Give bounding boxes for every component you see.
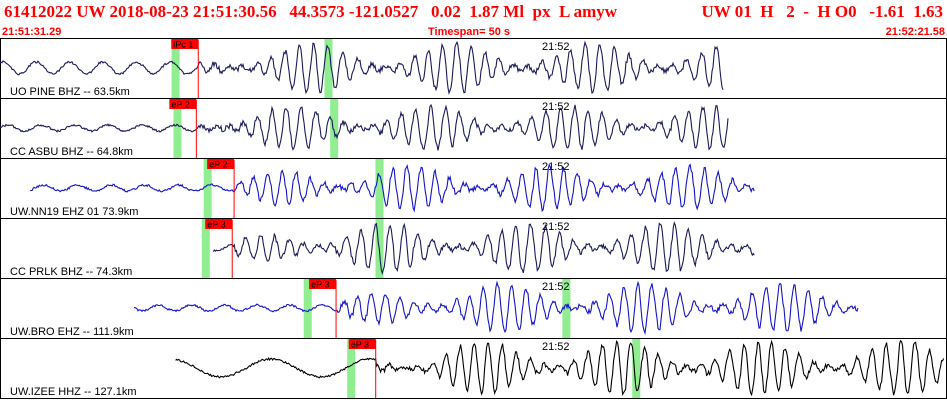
pick-label: eP 3 <box>207 220 225 230</box>
trace-panel[interactable]: eP 3 21:52 UW.BRO EHZ -- 111.9km <box>0 278 947 339</box>
waveform-line <box>30 163 755 213</box>
minute-tick-label: 21:52 <box>542 221 570 233</box>
trace-panel[interactable]: eP 3 21:52 CC PRLK BHZ -- 74.3km <box>0 218 947 279</box>
start-time-label: 21:51:31.29 <box>2 26 62 38</box>
panel-border <box>0 98 947 159</box>
pick-label: iPc 1 <box>173 40 193 50</box>
seismogram-plot[interactable]: iPc 1 21:52 UO PINE BHZ -- 63.5km eP 2 21:52… <box>0 38 947 400</box>
waveform-line <box>175 339 945 397</box>
minute-tick-label: 21:52 <box>542 41 570 53</box>
pick-label: eP 2 <box>209 160 227 170</box>
station-label: UW.BRO EHZ -- 111.9km <box>10 326 134 338</box>
waveform-line <box>0 40 724 95</box>
window-start-marker[interactable] <box>171 39 180 98</box>
window-end-marker[interactable] <box>330 99 339 158</box>
pick-flag[interactable] <box>169 99 197 109</box>
window-end-marker[interactable] <box>324 39 333 98</box>
pick-flag[interactable] <box>348 339 376 349</box>
pick-flag[interactable] <box>309 279 337 289</box>
pick-label: eP 2 <box>171 100 189 110</box>
station-label: UW.NN19 EHZ 01 73.9km <box>10 206 138 218</box>
window-start-marker[interactable] <box>203 159 212 218</box>
station-label: CC ASBU BHZ -- 64.8km <box>10 146 133 158</box>
event-quality-text: UW 01 H 2 - H O0 -1.61 1.63 <box>701 2 943 21</box>
timespan-label: Timespan= 50 s <box>428 26 511 38</box>
panel-border <box>0 338 947 399</box>
station-label: CC PRLK BHZ -- 74.3km <box>10 266 132 278</box>
minute-tick-label: 21:52 <box>542 101 570 113</box>
window-start-marker[interactable] <box>347 339 356 398</box>
trace-panel[interactable]: eP 2 21:52 CC ASBU BHZ -- 64.8km <box>0 98 947 159</box>
station-label: UW.IZEE HHZ -- 127.1km <box>10 386 137 398</box>
pick-flag[interactable] <box>207 159 235 169</box>
window-start-marker[interactable] <box>173 99 182 158</box>
minute-tick-label: 21:52 <box>542 341 570 353</box>
minute-tick-label: 21:52 <box>542 161 570 173</box>
trace-panel[interactable]: eP 3 21:52 UW.IZEE HHZ -- 127.1km <box>0 338 947 399</box>
waveform-line <box>134 280 859 336</box>
window-end-marker[interactable] <box>375 159 384 218</box>
pick-label: eP 3 <box>351 340 369 350</box>
pick-flag[interactable] <box>171 39 199 49</box>
window-end-marker[interactable] <box>562 279 571 338</box>
panel-border <box>0 218 947 279</box>
trace-panel[interactable]: eP 2 21:52 UW.NN19 EHZ 01 73.9km <box>0 158 947 219</box>
window-start-marker[interactable] <box>303 279 312 338</box>
station-label: UO PINE BHZ -- 63.5km <box>10 86 130 98</box>
end-time-label: 21:52:21.58 <box>885 26 945 38</box>
pick-flag[interactable] <box>205 219 233 229</box>
window-end-marker[interactable] <box>632 339 641 398</box>
panel-border <box>0 38 947 99</box>
event-info-text: 61412022 UW 2018-08-23 21:51:30.56 44.35… <box>4 2 618 21</box>
trace-panel[interactable]: iPc 1 21:52 UO PINE BHZ -- 63.5km <box>0 38 947 99</box>
event-header: 61412022 UW 2018-08-23 21:51:30.56 44.35… <box>0 0 947 26</box>
window-start-marker[interactable] <box>201 219 210 278</box>
waveform-line <box>212 221 755 276</box>
minute-tick-label: 21:52 <box>542 281 570 293</box>
waveform-line <box>0 103 729 151</box>
pick-label: eP 3 <box>311 280 329 290</box>
